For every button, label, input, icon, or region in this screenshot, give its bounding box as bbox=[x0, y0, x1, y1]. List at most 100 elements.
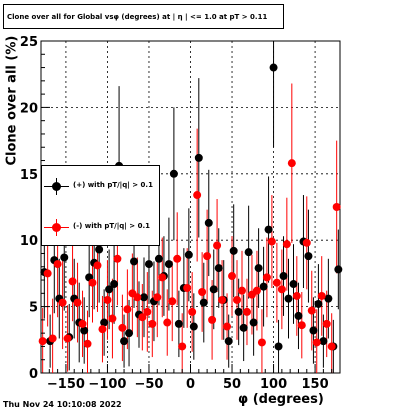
point-plus bbox=[279, 272, 288, 281]
point-minus bbox=[213, 241, 222, 250]
point-minus bbox=[73, 298, 82, 307]
point-plus bbox=[259, 282, 268, 291]
point-minus bbox=[188, 307, 197, 316]
point-minus bbox=[272, 278, 281, 287]
point-minus bbox=[98, 325, 107, 334]
point-minus bbox=[108, 314, 117, 323]
x-axis-title: φ (degrees) bbox=[238, 392, 324, 407]
point-minus bbox=[322, 319, 331, 328]
point-minus bbox=[68, 277, 77, 286]
point-plus bbox=[284, 294, 293, 303]
point-minus bbox=[287, 159, 296, 168]
x-tick-label: −50 bbox=[134, 377, 163, 392]
point-minus bbox=[143, 307, 152, 316]
point-minus bbox=[228, 272, 237, 281]
point-minus bbox=[173, 254, 182, 263]
point-minus bbox=[58, 298, 67, 307]
y-tick-label: 5 bbox=[29, 301, 38, 316]
point-minus bbox=[218, 295, 227, 304]
point-minus bbox=[193, 191, 202, 200]
point-minus bbox=[183, 284, 192, 293]
point-plus bbox=[105, 285, 114, 294]
point-plus bbox=[189, 322, 198, 331]
x-tick-label: 50 bbox=[223, 377, 241, 392]
x-tick-label: 150 bbox=[302, 377, 329, 392]
x-tick-label: −100 bbox=[88, 377, 126, 392]
point-plus bbox=[100, 318, 109, 327]
point-minus bbox=[148, 319, 157, 328]
point-minus bbox=[133, 293, 142, 302]
point-minus bbox=[158, 273, 167, 282]
point-plus bbox=[269, 63, 278, 72]
point-minus bbox=[53, 260, 62, 269]
point-minus bbox=[203, 252, 212, 261]
point-minus bbox=[208, 315, 217, 324]
point-minus bbox=[262, 273, 271, 282]
point-plus bbox=[164, 260, 173, 269]
point-plus bbox=[125, 329, 134, 338]
point-minus bbox=[302, 238, 311, 247]
point-plus bbox=[244, 248, 253, 257]
point-plus bbox=[254, 264, 263, 273]
point-plus bbox=[309, 326, 318, 335]
point-minus bbox=[93, 261, 102, 270]
point-plus bbox=[174, 319, 183, 328]
point-minus bbox=[223, 322, 232, 331]
legend-entry-plus: (+) with pT/|q| > 0.1 bbox=[42, 178, 161, 198]
data-points bbox=[38, 63, 343, 351]
point-plus bbox=[294, 311, 303, 320]
point-minus bbox=[78, 319, 87, 328]
point-plus bbox=[239, 323, 248, 332]
point-plus bbox=[264, 225, 273, 234]
x-tick-label: −150 bbox=[47, 377, 85, 392]
point-minus bbox=[307, 306, 316, 315]
point-minus bbox=[297, 321, 306, 330]
point-plus bbox=[274, 342, 283, 351]
y-tick-label: 10 bbox=[20, 234, 38, 249]
point-minus bbox=[198, 287, 207, 296]
point-minus bbox=[317, 291, 326, 300]
point-minus bbox=[178, 342, 187, 351]
point-minus bbox=[257, 338, 266, 347]
legend-label-minus: (-) with pT/|q| > 0.1 bbox=[73, 222, 150, 230]
y-tick-label: 25 bbox=[20, 35, 38, 50]
point-plus bbox=[144, 260, 153, 269]
point-minus bbox=[267, 237, 276, 246]
point-plus bbox=[319, 337, 328, 346]
point-plus bbox=[110, 280, 119, 289]
point-plus bbox=[314, 299, 323, 308]
point-minus bbox=[312, 338, 321, 347]
x-tick-label: 100 bbox=[260, 377, 287, 392]
y-tick-label: 0 bbox=[29, 367, 38, 382]
y-tick-label: 15 bbox=[20, 168, 38, 183]
point-minus bbox=[237, 286, 246, 295]
point-minus bbox=[327, 342, 336, 351]
point-plus bbox=[95, 245, 104, 254]
x-tick-label: 0 bbox=[186, 377, 195, 392]
point-plus bbox=[204, 218, 213, 227]
point-plus bbox=[80, 326, 89, 335]
point-plus bbox=[249, 318, 258, 327]
footer-timestamp: Thu Nov 24 10:10:08 2022 bbox=[3, 400, 122, 409]
point-plus bbox=[229, 246, 238, 255]
point-plus bbox=[304, 252, 313, 261]
point-plus bbox=[60, 253, 69, 262]
point-plus bbox=[289, 280, 298, 289]
point-plus bbox=[199, 298, 208, 307]
legend-marker-red-dot-icon bbox=[52, 223, 61, 232]
chart-title: Clone over all for Global vsφ (degrees) … bbox=[7, 12, 268, 21]
point-minus bbox=[282, 240, 291, 249]
point-minus bbox=[252, 286, 261, 295]
point-plus bbox=[120, 337, 129, 346]
point-plus bbox=[214, 264, 223, 273]
point-minus bbox=[242, 307, 251, 316]
point-plus bbox=[324, 294, 333, 303]
point-minus bbox=[233, 295, 242, 304]
legend-label-plus: (+) with pT/|q| > 0.1 bbox=[73, 181, 153, 189]
point-minus bbox=[277, 285, 286, 294]
point-minus bbox=[48, 334, 57, 343]
point-plus bbox=[184, 250, 193, 259]
legend-entry-minus: (-) with pT/|q| > 0.1 bbox=[42, 219, 161, 239]
axis-ticks: −150 −100 −50 0 50 100 150 0 5 10 15 20 25 bbox=[20, 35, 333, 392]
point-minus bbox=[163, 318, 172, 327]
